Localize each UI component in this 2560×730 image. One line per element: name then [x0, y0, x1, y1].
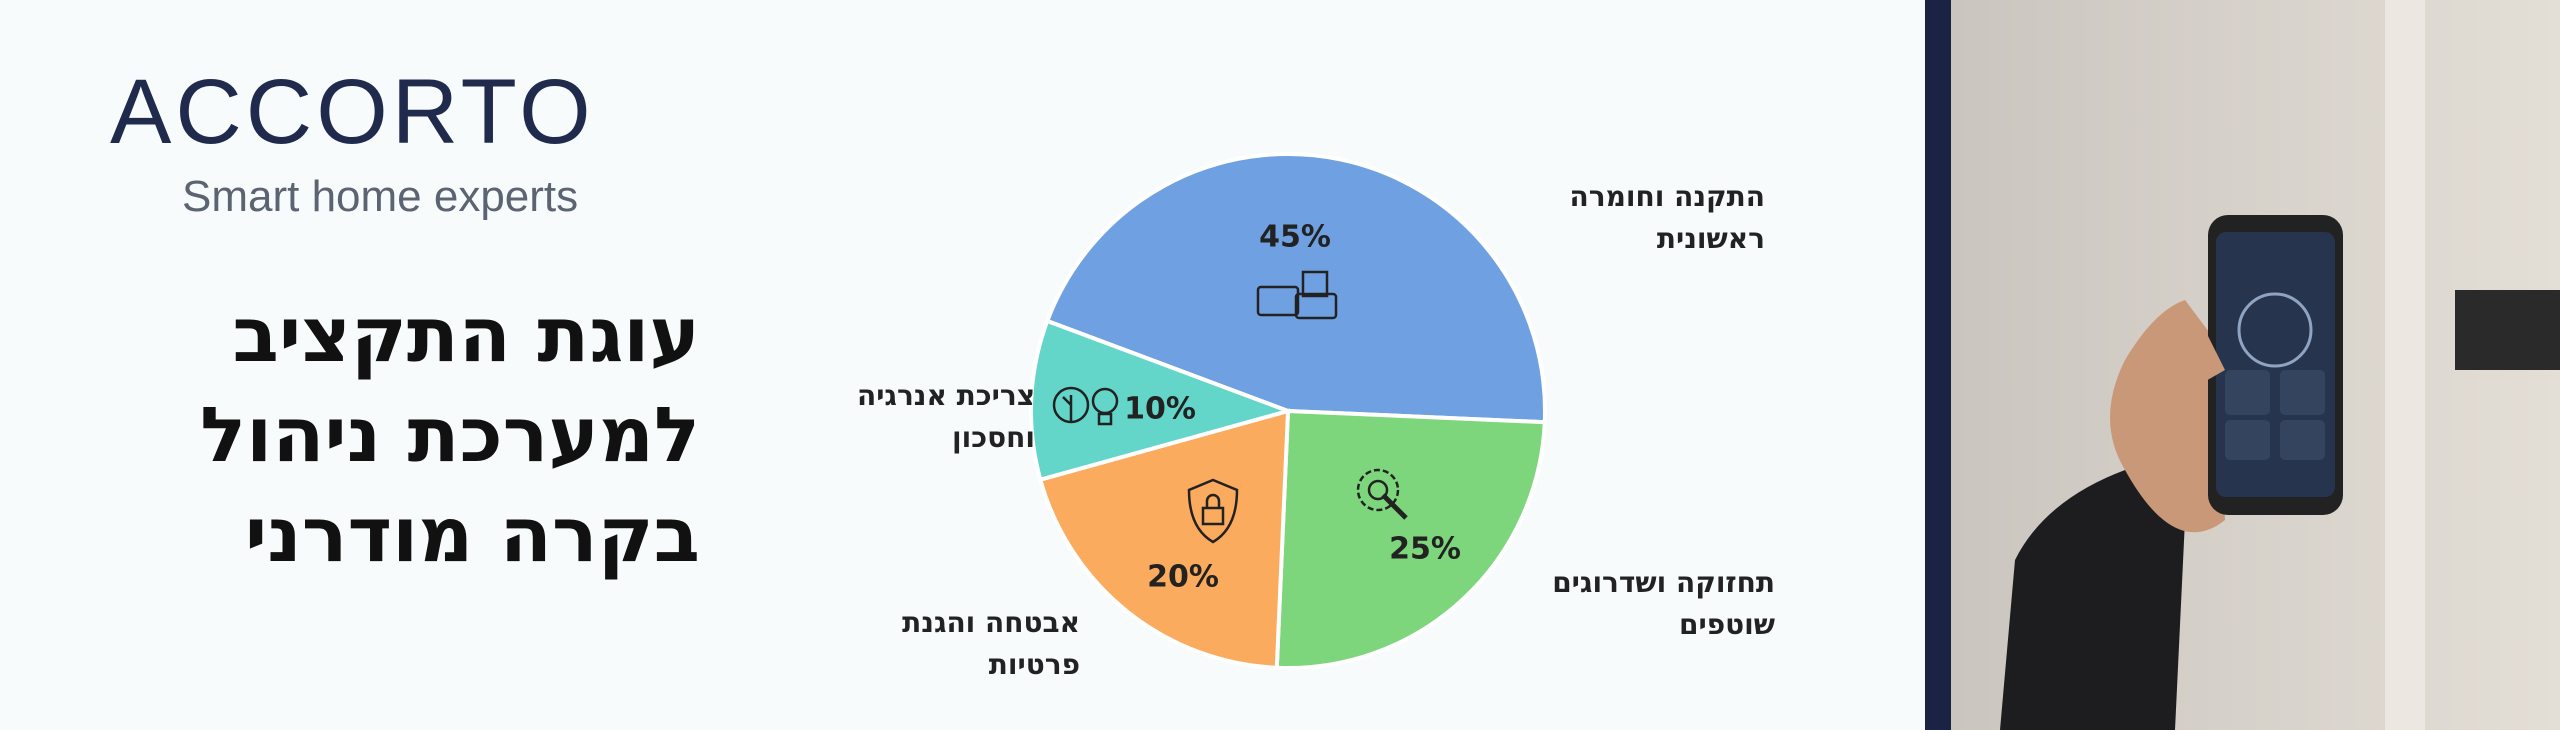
slice-icon: [1301, 270, 1329, 298]
category-label: תחזוקה ושדרוגים שוטפים: [1552, 566, 1775, 641]
slice-icon: [1205, 493, 1221, 508]
chart-title: עוגת התקציב למערכת ניהול בקרה מודרני: [200, 290, 700, 579]
pie-slice: [1037, 408, 1291, 670]
chart: 45% 25% 20% 10%: [1029, 152, 1547, 670]
photo: [1925, 0, 2560, 730]
slice-icon: [1294, 292, 1338, 320]
slice-icon: [1062, 395, 1073, 422]
brand-name: ACCORTO: [110, 61, 595, 163]
slice-icon: [1367, 479, 1389, 501]
category-label: צריכת אנרגיה וחסכון: [856, 379, 1035, 454]
value-label: 25%: [1389, 532, 1461, 567]
brand-tagline: Smart home experts: [182, 172, 579, 221]
slice-icon: [1381, 493, 1408, 520]
value-label: 45%: [1259, 220, 1331, 255]
slice-icon: [1187, 478, 1239, 544]
pie-slice: [1274, 408, 1547, 670]
slice-icon: [1201, 506, 1225, 526]
slice-icon: [1356, 468, 1400, 512]
pie-slice: [1029, 318, 1295, 483]
category-label: אבטחה והגנת פרטיות: [902, 606, 1080, 681]
slice-icon: [1097, 412, 1113, 426]
value-label: 10%: [1124, 392, 1196, 427]
value-label: 20%: [1147, 560, 1219, 595]
category-label: התקנה וחומרה ראשונית: [1569, 180, 1765, 255]
slice-icon: [1256, 285, 1300, 317]
